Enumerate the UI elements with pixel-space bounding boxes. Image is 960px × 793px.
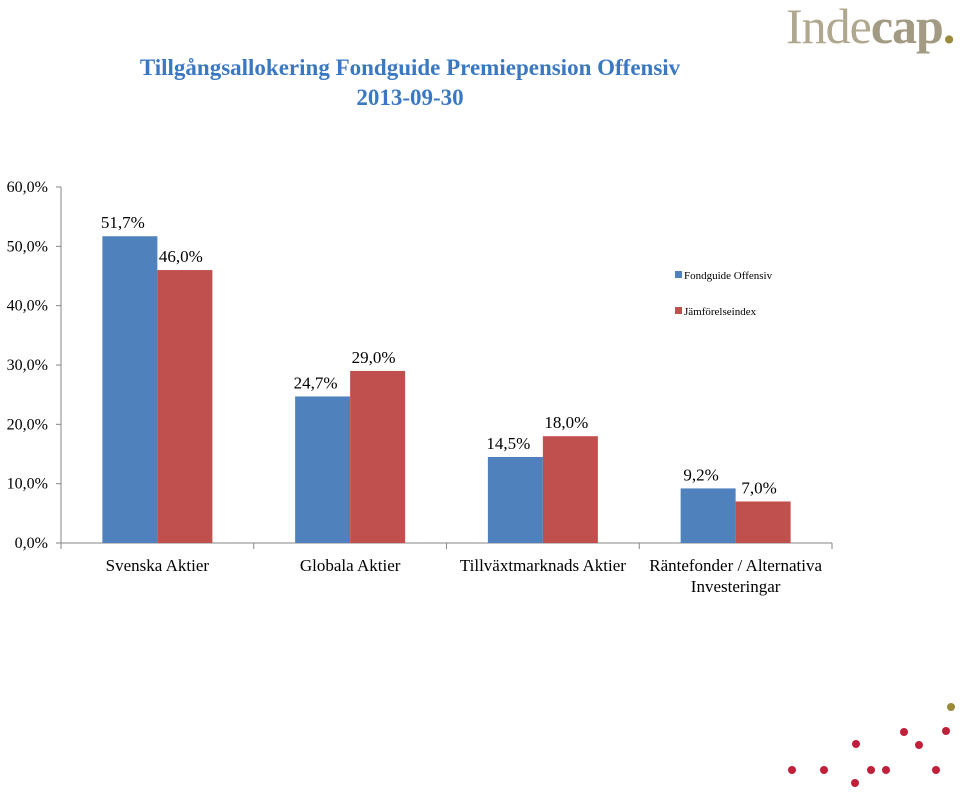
data-label: 7,0%: [741, 478, 776, 497]
category-label: Svenska Aktier: [106, 556, 210, 575]
decor-dot: [915, 741, 923, 749]
decorative-dots: [788, 703, 955, 787]
y-tick-label: 10,0%: [7, 476, 48, 493]
category-label: Tillväxtmarknads Aktier: [460, 556, 626, 575]
y-tick-label: 60,0%: [7, 179, 48, 196]
y-tick-label: 50,0%: [7, 238, 48, 255]
data-label: 46,0%: [159, 247, 203, 266]
logo-dot: .: [942, 0, 955, 54]
bar-fondguide: [102, 236, 158, 543]
bar-jamforelseindex: [542, 436, 598, 543]
category-label: Globala Aktier: [300, 556, 401, 575]
decor-dot: [947, 703, 955, 711]
data-label: 29,0%: [352, 348, 396, 367]
bar-chart: 0,0% 10,0% 20,0% 30,0% 40,0% 50,0% 60,0% 51,7% 4…: [7, 179, 833, 596]
category-label: Investeringar: [691, 577, 781, 596]
logo-text-main: Inde: [786, 0, 872, 54]
decor-dot: [882, 766, 890, 774]
legend-label: Fondguide Offensiv: [684, 270, 773, 282]
decor-dot: [932, 766, 940, 774]
bar-jamforelseindex: [350, 370, 406, 543]
y-tick-label: 40,0%: [7, 298, 48, 315]
legend-swatch: [675, 307, 682, 314]
data-label: 9,2%: [683, 465, 718, 484]
decor-dot: [851, 779, 859, 787]
bar-jamforelseindex: [735, 501, 791, 543]
decor-dot: [852, 740, 860, 748]
indecap-logo: Indecap.: [786, 0, 955, 56]
logo-text-accent: cap: [870, 0, 944, 54]
y-tick-label: 30,0%: [7, 357, 48, 374]
data-label: 18,0%: [544, 413, 588, 432]
decor-dot: [788, 766, 796, 774]
decor-dot: [820, 766, 828, 774]
data-label: 51,7%: [101, 213, 145, 232]
decor-dot: [867, 766, 875, 774]
data-label: 14,5%: [486, 434, 530, 453]
bar-fondguide: [487, 456, 543, 543]
decor-dot: [942, 727, 950, 735]
decor-dot: [900, 728, 908, 736]
legend-label: Jämförelseindex: [684, 306, 757, 318]
chart-title: Tillgångsallokering Fondguide Premiepens…: [139, 55, 681, 80]
chart-date: 2013-09-30: [356, 85, 464, 110]
bar-fondguide: [680, 488, 736, 543]
data-label: 24,7%: [294, 373, 338, 392]
category-label: Räntefonder / Alternativa: [649, 556, 822, 575]
bar-fondguide: [295, 396, 351, 543]
legend-swatch: [675, 271, 682, 278]
y-tick-label: 0,0%: [15, 535, 48, 552]
y-tick-label: 20,0%: [7, 416, 48, 433]
bar-jamforelseindex: [157, 270, 213, 543]
